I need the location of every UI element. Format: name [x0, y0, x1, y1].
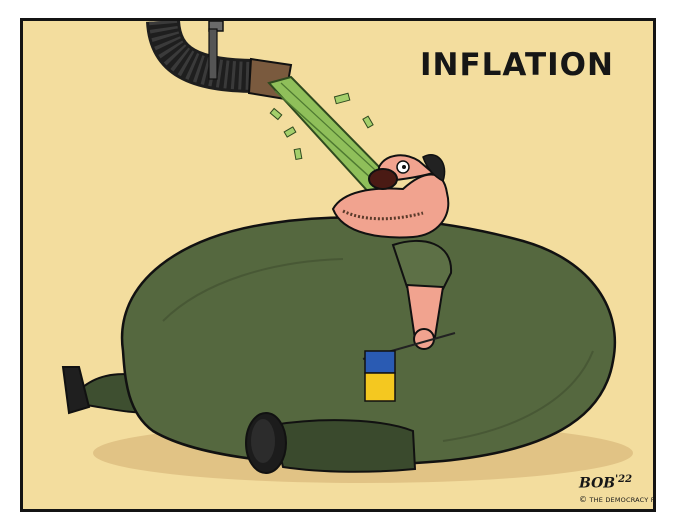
cartoon-panel: INFLATION BOB'22 © THE DEMOCRACY FUND	[20, 18, 656, 512]
artist-signature: BOB'22	[579, 474, 632, 492]
front-leg	[245, 412, 417, 474]
ukraine-flag	[362, 332, 456, 402]
inflated-body	[120, 216, 617, 466]
arm	[391, 239, 453, 350]
cartoon-title: INFLATION	[420, 47, 614, 83]
cartoon-illustration	[61, 21, 633, 483]
copyright-symbol: ©	[579, 495, 588, 504]
copyright-credit: © THE DEMOCRACY FUND	[579, 495, 655, 504]
credit-text: THE DEMOCRACY FUND	[589, 496, 655, 504]
head	[331, 154, 450, 239]
signature-name: BOB	[579, 475, 616, 492]
signature-year: '22	[615, 474, 633, 485]
